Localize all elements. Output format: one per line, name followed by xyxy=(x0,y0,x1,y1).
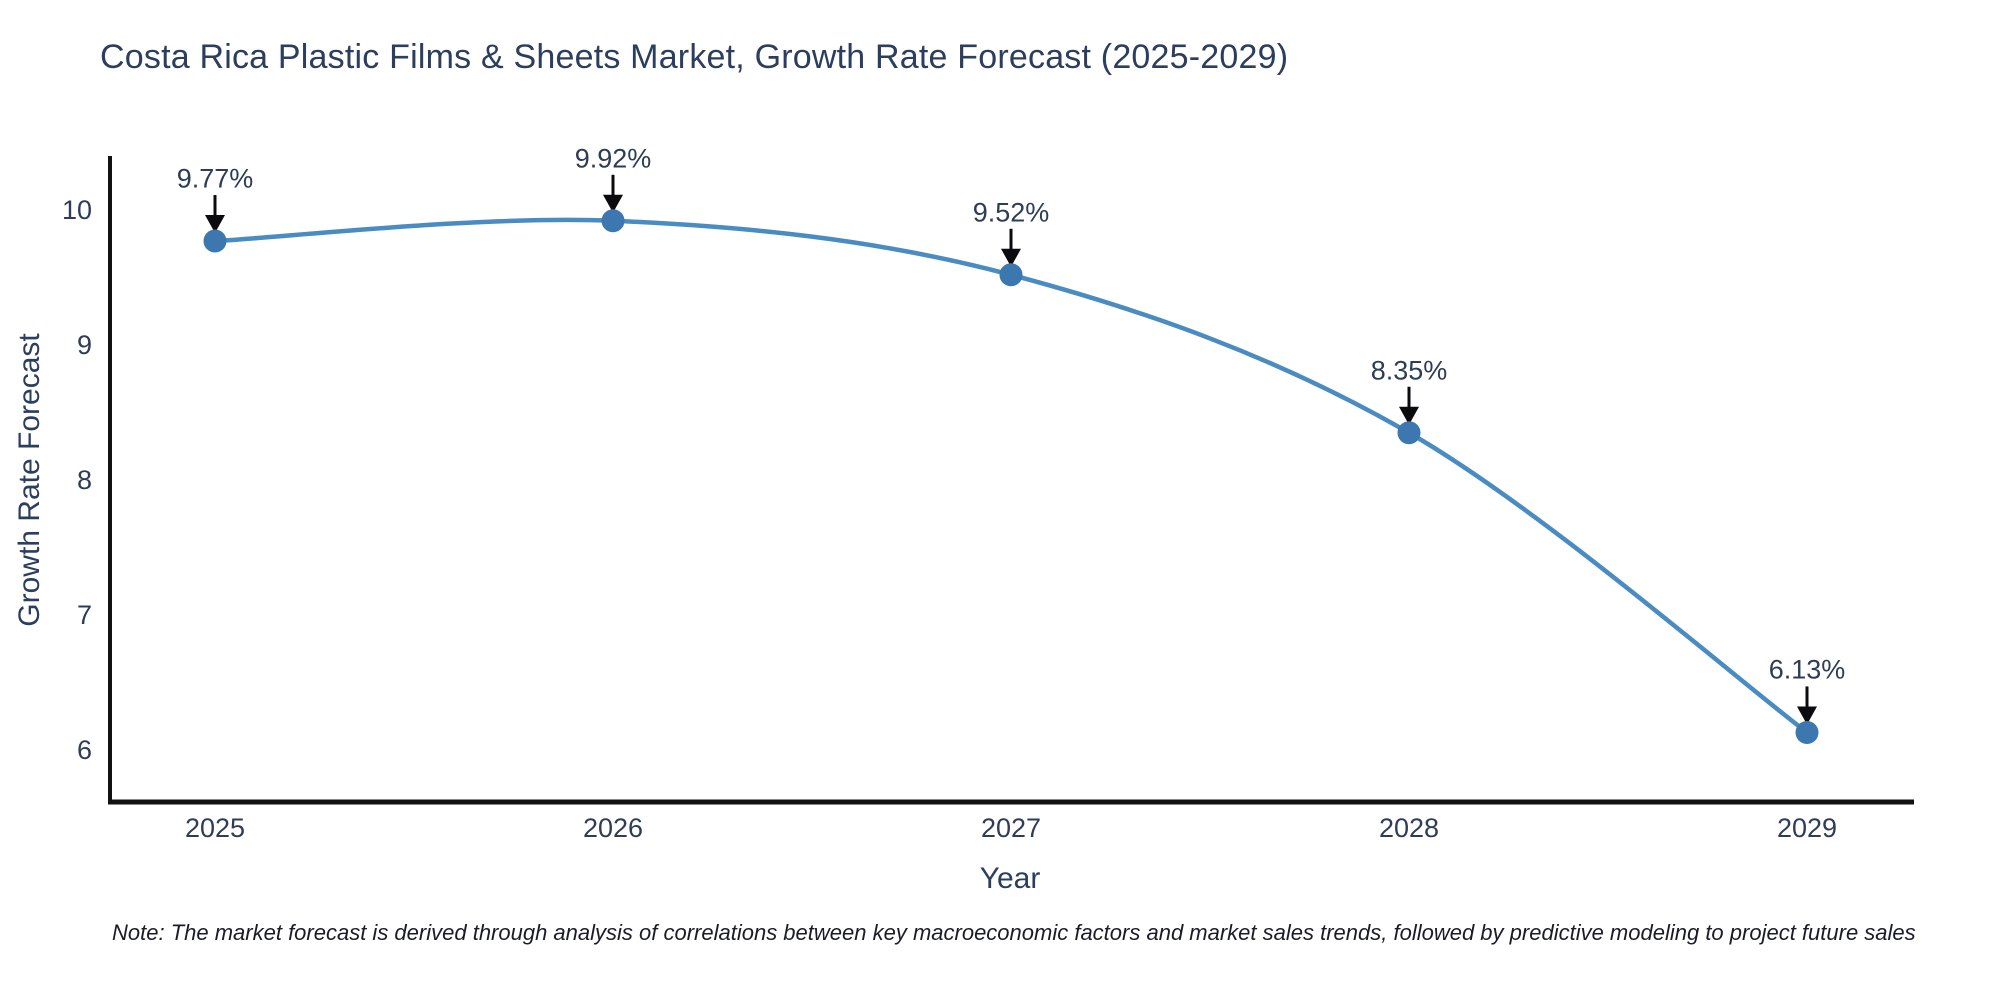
x-tick-label: 2025 xyxy=(184,813,246,843)
y-tick-label: 10 xyxy=(61,195,92,225)
arrow-head xyxy=(1797,706,1817,725)
data-point-marker xyxy=(203,229,227,253)
y-tick-label: 9 xyxy=(76,330,92,360)
y-tick-label: 6 xyxy=(76,735,92,765)
arrow-head xyxy=(1399,406,1419,425)
arrow-head xyxy=(1001,248,1021,267)
data-markers xyxy=(203,209,1819,744)
data-point-label: 9.77% xyxy=(176,163,254,194)
x-tick-label: 2028 xyxy=(1378,813,1440,843)
data-point-marker xyxy=(1795,720,1819,744)
data-point-marker xyxy=(999,263,1023,287)
data-point-label: 9.52% xyxy=(972,197,1050,228)
footnote: Note: The market forecast is derived thr… xyxy=(112,920,1916,945)
arrow-head xyxy=(603,194,623,213)
x-tick-label: 2026 xyxy=(582,813,644,843)
data-point-label: 9.92% xyxy=(574,143,652,174)
x-tick-label: 2029 xyxy=(1776,813,1838,843)
chart-title: Costa Rica Plastic Films & Sheets Market… xyxy=(100,38,1289,76)
data-point-label: 6.13% xyxy=(1768,654,1846,685)
y-tick-label: 7 xyxy=(76,600,92,630)
x-tick-label: 2027 xyxy=(980,813,1042,843)
data-point-marker xyxy=(1397,421,1421,445)
y-tick-label: 8 xyxy=(76,465,92,495)
series-line xyxy=(212,217,1810,735)
data-point-label: 8.35% xyxy=(1370,355,1448,386)
x-axis-title: Year xyxy=(979,862,1041,895)
annotation-arrows xyxy=(205,174,1817,725)
data-point-marker xyxy=(601,209,625,233)
arrow-head xyxy=(205,215,225,234)
